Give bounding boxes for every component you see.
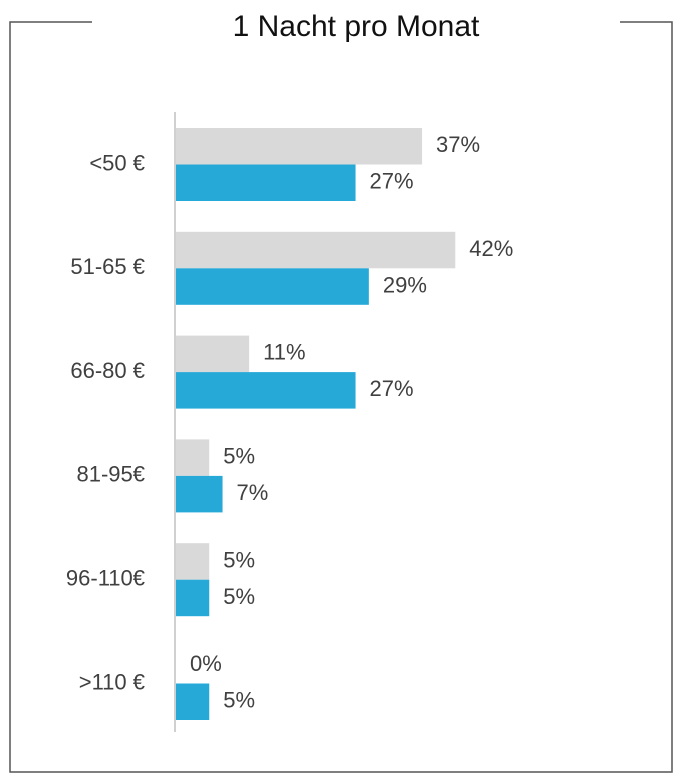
value-label: 27% (370, 376, 414, 401)
category-label: >110 € (79, 669, 145, 694)
value-label: 37% (436, 132, 480, 157)
value-label: 42% (469, 236, 513, 261)
category-label: <50 € (89, 150, 145, 175)
value-label: 5% (223, 547, 255, 572)
value-label: 11% (263, 340, 305, 365)
frame (9, 21, 673, 773)
category-label: 81-95€ (76, 462, 145, 487)
category-label: 96-110€ (66, 566, 145, 591)
bar (176, 128, 423, 165)
bar (176, 231, 456, 269)
bar (176, 683, 210, 720)
bar (176, 268, 369, 305)
bar (176, 475, 223, 513)
value-label: 5% (223, 584, 255, 609)
bar (176, 164, 356, 201)
value-label: 5% (223, 443, 255, 468)
value-label: 7% (237, 480, 269, 505)
value-label: 29% (383, 272, 427, 297)
category-label: 66-80 € (70, 358, 145, 383)
value-label: 0% (190, 651, 222, 676)
bar (176, 579, 210, 617)
bar (176, 543, 210, 580)
chart-title: 1 Nacht pro Monat (233, 10, 480, 43)
category-label: 51-65 € (70, 254, 145, 279)
value-label: 27% (370, 169, 414, 194)
bar (176, 335, 250, 373)
bar (176, 372, 356, 409)
bar (176, 439, 210, 476)
value-label: 5% (223, 688, 255, 713)
